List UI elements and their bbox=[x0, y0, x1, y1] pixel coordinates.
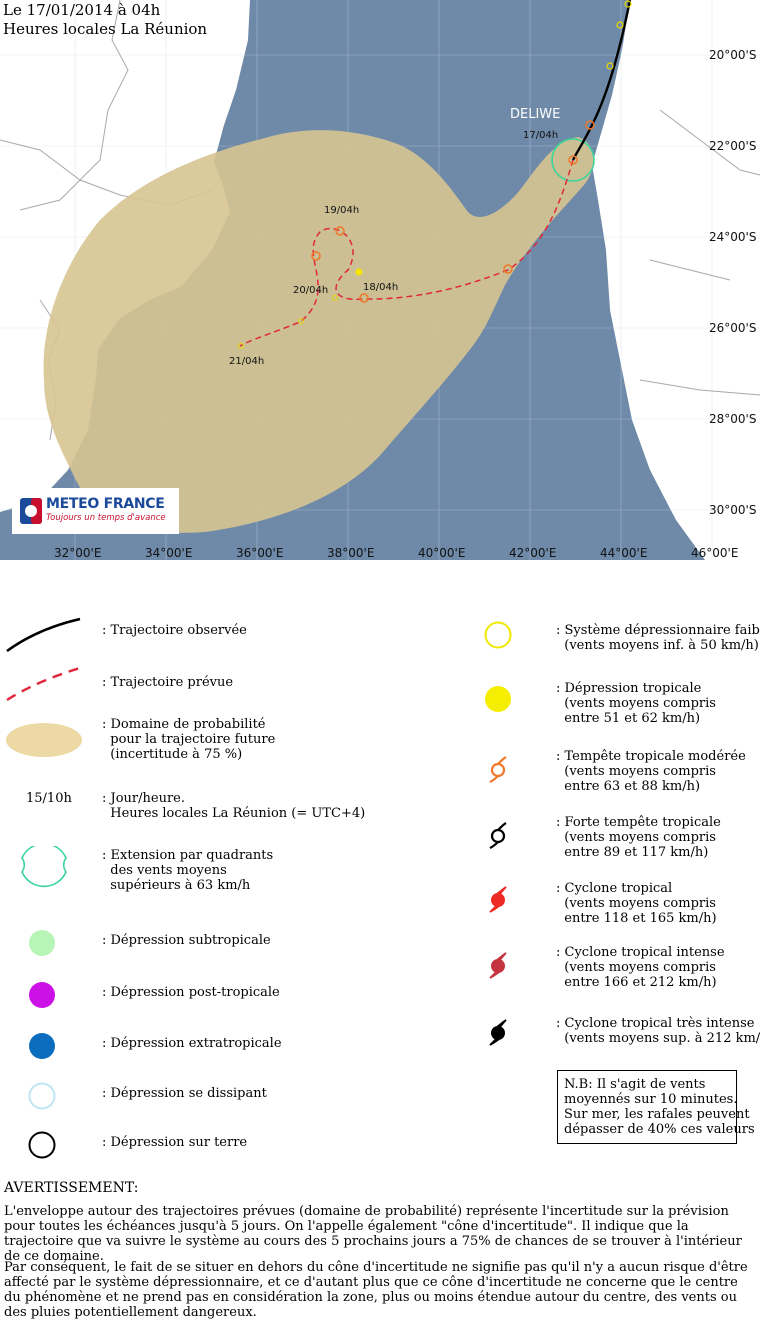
wind-quadrant-icon bbox=[21, 846, 67, 888]
legend-moderate-tropical-storm: : Tempête tropicale modérée (vents moyen… bbox=[556, 749, 746, 794]
extratropical-depression-icon bbox=[29, 1033, 55, 1059]
legend-tropical-cyclone: : Cyclone tropical (vents moyens compris… bbox=[556, 881, 717, 926]
legend-post-tropical-depression: : Dépression post-tropicale bbox=[102, 985, 280, 1000]
moderate-tropical-storm-icon bbox=[489, 756, 507, 783]
logo-name: METEO FRANCE bbox=[46, 496, 165, 512]
legend-extratropical-depression: : Dépression extratropicale bbox=[102, 1036, 282, 1051]
wind-note-box: N.B: Il s'agit de vents moyennés sur 10 … bbox=[557, 1070, 755, 1144]
lat-label: 28°00'S bbox=[709, 412, 756, 426]
track-markers bbox=[238, 0, 632, 349]
lon-label: 46°00'E bbox=[691, 546, 738, 560]
lat-label: 24°00'S bbox=[709, 230, 756, 244]
map-title-line1: Le 17/01/2014 à 04h bbox=[3, 1, 161, 19]
forecast-track-line-icon bbox=[6, 666, 81, 702]
cyclone-track-map: DELIWE 17/04h 18/04h 19/04h 20/04h 21/04… bbox=[0, 0, 760, 560]
lon-label: 34°00'E bbox=[145, 546, 192, 560]
date-label-17: 17/04h bbox=[523, 130, 558, 141]
legend-observed-track: : Trajectoire observée bbox=[102, 623, 247, 638]
lon-label: 44°00'E bbox=[600, 546, 647, 560]
logo-tagline: Toujours un temps d'avance bbox=[46, 513, 166, 523]
legend-probability-domain: : Domaine de probabilité pour la traject… bbox=[102, 717, 276, 762]
probability-cone bbox=[43, 130, 594, 533]
legend-overland-depression: : Dépression sur terre bbox=[102, 1135, 248, 1150]
lon-label: 32°00'E bbox=[54, 546, 101, 560]
observed-track-line-icon bbox=[6, 617, 81, 653]
legend-intense-tropical-cyclone: : Cyclone tropical intense (vents moyens… bbox=[556, 945, 725, 990]
legend-very-intense-tropical-cyclone: : Cyclone tropical très intense (vents m… bbox=[556, 1016, 760, 1046]
very-intense-tropical-cyclone-icon bbox=[489, 1019, 507, 1046]
lon-label: 38°00'E bbox=[327, 546, 374, 560]
lon-label: 42°00'E bbox=[509, 546, 556, 560]
date-label-18: 18/04h bbox=[363, 282, 398, 293]
meteo-france-logo-icon bbox=[20, 498, 42, 524]
meteo-france-logo: METEO FRANCE Toujours un temps d'avance bbox=[12, 488, 179, 534]
intense-tropical-cyclone-icon bbox=[489, 952, 507, 979]
legend-subtropical-depression: : Dépression subtropicale bbox=[102, 933, 271, 948]
severe-tropical-storm-icon bbox=[489, 822, 507, 849]
wind-extension-circle bbox=[551, 138, 595, 182]
dissipating-depression-icon bbox=[28, 1082, 56, 1110]
legend-severe-tropical-storm: : Forte tempête tropicale (vents moyens … bbox=[556, 815, 721, 860]
tropical-cyclone-icon bbox=[489, 886, 507, 913]
legend-dissipating-depression: : Dépression se dissipant bbox=[102, 1086, 267, 1101]
warning-title: AVERTISSEMENT: bbox=[4, 1180, 139, 1196]
legend-date-sample: 15/10h bbox=[26, 791, 72, 806]
storm-name-label: DELIWE bbox=[510, 107, 560, 122]
probability-cone-ellipse-icon bbox=[6, 723, 82, 757]
legend-weak-low: : Système dépressionnaire faible (vents … bbox=[556, 623, 760, 653]
weak-low-icon bbox=[484, 621, 512, 649]
legend-forecast-track: : Trajectoire prévue bbox=[102, 675, 234, 690]
post-tropical-depression-icon bbox=[29, 982, 55, 1008]
lat-label: 26°00'S bbox=[709, 321, 756, 335]
subtropical-depression-icon bbox=[29, 930, 55, 956]
date-label-21: 21/04h bbox=[229, 356, 264, 367]
lon-label: 40°00'E bbox=[418, 546, 465, 560]
date-label-20: 20/04h bbox=[293, 285, 328, 296]
date-label-19: 19/04h bbox=[324, 205, 359, 216]
warning-paragraph-2: Par conséquent, le fait de se situer en … bbox=[4, 1260, 748, 1320]
legend-tropical-depression: : Dépression tropicale (vents moyens com… bbox=[556, 681, 716, 726]
lat-label: 20°00'S bbox=[709, 48, 756, 62]
map-title-line2: Heures locales La Réunion bbox=[3, 20, 207, 38]
observed-track bbox=[571, 0, 632, 161]
madagascar-land bbox=[592, 0, 760, 560]
warning-paragraph-1: L'enveloppe autour des trajectoires prév… bbox=[4, 1204, 742, 1264]
overland-depression-icon bbox=[28, 1131, 56, 1159]
tropical-depression-icon bbox=[485, 686, 511, 712]
forecast-track bbox=[239, 159, 574, 347]
lat-label: 30°00'S bbox=[709, 503, 756, 517]
lat-label: 22°00'S bbox=[709, 139, 756, 153]
legend-date-hour: : Jour/heure. Heures locales La Réunion … bbox=[102, 791, 366, 821]
lon-label: 36°00'E bbox=[236, 546, 283, 560]
legend-wind-quadrants: : Extension par quadrants des vents moye… bbox=[102, 848, 274, 893]
